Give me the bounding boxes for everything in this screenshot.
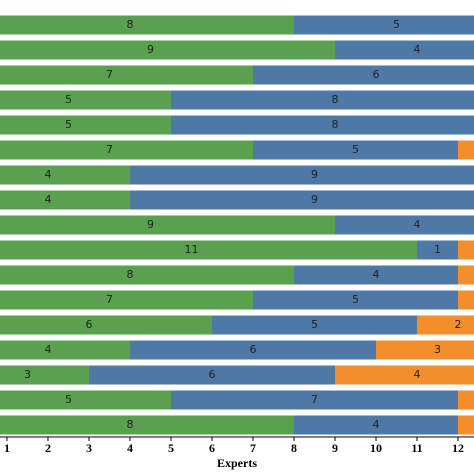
value-label: 8 [126, 268, 133, 281]
value-label: 7 [106, 293, 113, 306]
x-tick-label: 5 [168, 441, 174, 455]
value-label: 5 [311, 318, 318, 331]
bar-segment [170, 115, 474, 135]
bar-segment [88, 365, 335, 385]
bar-segment [0, 65, 253, 85]
bar-segment [334, 365, 474, 385]
bar-segment [0, 415, 294, 435]
value-label: 5 [65, 93, 72, 106]
value-label: 4 [414, 218, 421, 231]
value-label: 3 [434, 343, 441, 356]
x-tick-label: 8 [291, 441, 297, 455]
x-tick-label: 9 [332, 441, 338, 455]
value-label: 5 [65, 393, 72, 406]
bar-segment [458, 390, 474, 410]
bar-segment [0, 390, 171, 410]
bar-segment [0, 165, 130, 185]
bar-segment [293, 15, 474, 35]
x-tick-label: 7 [250, 441, 256, 455]
value-label: 6 [208, 368, 215, 381]
bar-segment [417, 240, 459, 260]
bar-segment [129, 340, 377, 360]
value-label: 11 [184, 243, 198, 256]
value-label: 9 [147, 218, 154, 231]
bar-segment [458, 290, 474, 310]
x-axis-label: Experts [217, 456, 257, 470]
value-label: 5 [352, 143, 359, 156]
bar-segment [0, 40, 335, 60]
value-label: 4 [44, 193, 51, 206]
bar-segment [458, 240, 474, 260]
value-label: 4 [414, 43, 421, 56]
x-tick-label: 6 [209, 441, 215, 455]
x-tick-label: 2 [45, 441, 51, 455]
value-label: 8 [126, 418, 133, 431]
x-tick-label: 10 [370, 441, 382, 455]
bar-segment [0, 215, 335, 235]
bar-segment [417, 315, 474, 335]
value-label: 7 [311, 393, 318, 406]
bar-segment [170, 390, 459, 410]
value-label: 7 [106, 68, 113, 81]
bar-segment [252, 290, 459, 310]
bar-segment [0, 240, 418, 260]
value-label: 6 [85, 318, 92, 331]
bar-segment [0, 140, 253, 160]
bar-segment [0, 290, 253, 310]
bar-segment [0, 340, 130, 360]
bar-segment [293, 265, 459, 285]
bar-segment [0, 190, 130, 210]
value-label: 8 [126, 18, 133, 31]
x-tick-label: 4 [127, 441, 133, 455]
bar-segment [0, 365, 89, 385]
value-label: 4 [373, 418, 380, 431]
bar-segment [129, 165, 474, 185]
bar-segment [170, 90, 474, 110]
bar-segment [252, 140, 459, 160]
value-label: 7 [106, 143, 113, 156]
bar-segment [334, 215, 474, 235]
value-label: 1 [434, 243, 441, 256]
value-label: 9 [311, 193, 318, 206]
x-tick-label: 1 [4, 441, 10, 455]
value-label: 2 [455, 318, 462, 331]
bar-segment [0, 265, 294, 285]
bar-segment [0, 90, 171, 110]
value-label: 4 [373, 268, 380, 281]
value-label: 5 [352, 293, 359, 306]
value-label: 9 [147, 43, 154, 56]
bar-segment [376, 340, 474, 360]
value-label: 8 [331, 93, 338, 106]
value-label: 6 [249, 343, 256, 356]
bar-segment [0, 15, 294, 35]
bar-segment [458, 415, 474, 435]
bar-segment [211, 315, 418, 335]
value-label: 5 [393, 18, 400, 31]
x-tick-label: 3 [86, 441, 92, 455]
bar-segment [458, 265, 474, 285]
bar-segment [0, 315, 212, 335]
bar-segment [293, 415, 459, 435]
bar-segment [252, 65, 474, 85]
x-tick-label: 12 [452, 441, 464, 455]
value-label: 3 [24, 368, 31, 381]
bar-segment [0, 115, 171, 135]
value-label: 8 [331, 118, 338, 131]
value-label: 4 [44, 343, 51, 356]
value-label: 4 [414, 368, 421, 381]
bar-segment [129, 190, 474, 210]
bar-segment [334, 40, 474, 60]
value-label: 4 [44, 168, 51, 181]
value-label: 6 [373, 68, 380, 81]
x-tick-label: 11 [411, 441, 422, 455]
value-label: 5 [65, 118, 72, 131]
value-label: 9 [311, 168, 318, 181]
bar-segment [458, 140, 474, 160]
